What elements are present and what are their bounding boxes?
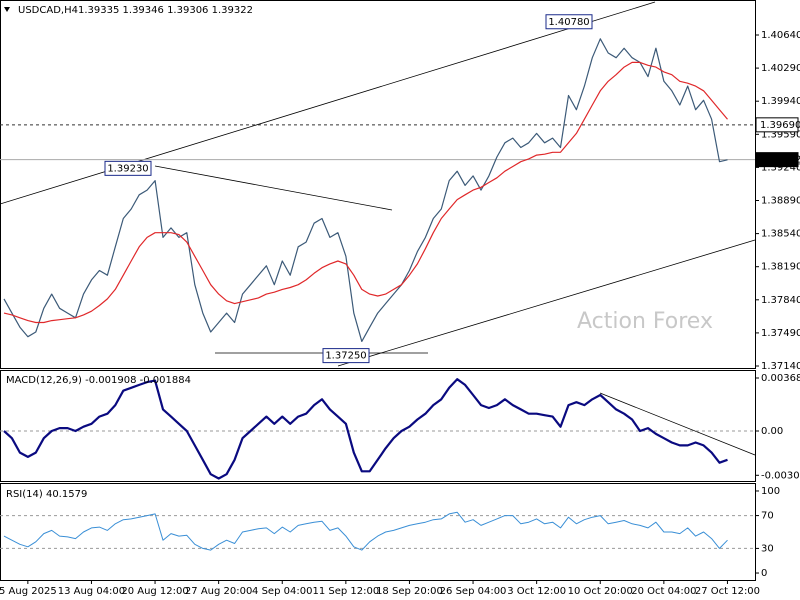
channel-lower	[337, 239, 756, 367]
x-tick-label: 27 Aug 20:00	[185, 586, 252, 597]
y-tick-label: 0.003682	[761, 373, 800, 384]
annotation-box	[545, 14, 593, 30]
x-tick-label: 18 Sep 20:00	[376, 586, 443, 597]
panel-title: RSI(14) 40.1579	[6, 489, 87, 500]
y-tick-label: 1.37840	[761, 295, 800, 306]
y-tick-label: -0.003077	[761, 470, 800, 481]
y-tick-label: 1.40640	[761, 30, 800, 41]
x-tick-label: 20 Oct 04:00	[631, 586, 696, 597]
y-tick-label: 100	[761, 486, 780, 497]
price-label: 1.39690	[760, 120, 800, 131]
y-tick-label: 1.38540	[761, 229, 800, 240]
y-tick-label: 1.37490	[761, 328, 800, 339]
annotation-box	[104, 160, 152, 176]
panel-title: USDCAD,H4	[18, 5, 78, 16]
price-label-box	[755, 152, 799, 168]
x-tick-label: 3 Oct 12:00	[507, 586, 566, 597]
series-line	[3, 511, 728, 551]
menu-arrow	[4, 7, 10, 12]
watermark: Action Forex	[577, 309, 713, 334]
y-tick-label: 1.39940	[761, 96, 800, 107]
series-line	[3, 378, 728, 480]
panel-ohlc: 1.39335 1.39346 1.39306 1.39322	[78, 5, 253, 16]
annotation-label: 1.39230	[107, 163, 148, 174]
y-tick-label: 1.38890	[761, 196, 800, 207]
panel-title: MACD(12,26,9) -0.001908 -0.001884	[6, 375, 191, 386]
annotation-label: 1.37250	[325, 351, 366, 362]
x-tick-label: 27 Oct 12:00	[695, 586, 760, 597]
y-tick-label: 1.40290	[761, 63, 800, 74]
y-tick-label: 1.37140	[761, 361, 800, 372]
x-tick-label: 13 Aug 04:00	[58, 586, 125, 597]
annotation-label: 1.40780	[548, 17, 589, 28]
price-panel-frame	[0, 0, 756, 369]
y-tick-label: 30	[761, 543, 774, 554]
macd-panel-frame	[0, 370, 756, 482]
x-tick-label: 4 Sep 04:00	[252, 586, 312, 597]
x-tick-label: 26 Sep 04:00	[440, 586, 507, 597]
y-tick-label: 0	[761, 568, 767, 579]
price-label-box	[755, 117, 799, 133]
y-tick-label: 1.39240	[761, 162, 800, 173]
x-tick-label: 10 Oct 20:00	[568, 586, 633, 597]
macd-trend-line	[599, 392, 756, 456]
x-tick-label: 11 Sep 12:00	[312, 586, 379, 597]
trend-line	[154, 165, 393, 211]
y-tick-label: 70	[761, 511, 774, 522]
y-tick-label: 1.39590	[761, 129, 800, 140]
annotation-box	[322, 348, 370, 364]
price-label: 1.39322	[760, 155, 800, 166]
y-tick-label: 1.38190	[761, 262, 800, 273]
plot-layer: 1.40640 1.40290 1.39940 1.39590 1.39240 1.388…	[0, 5, 800, 597]
rsi-panel-frame	[0, 483, 756, 581]
x-tick-label: 5 Aug 2025	[0, 586, 57, 597]
y-tick-label: 0.00	[761, 426, 783, 437]
x-tick-label: 20 Aug 12:00	[121, 586, 188, 597]
series-line	[3, 61, 728, 324]
series-line	[3, 38, 728, 342]
